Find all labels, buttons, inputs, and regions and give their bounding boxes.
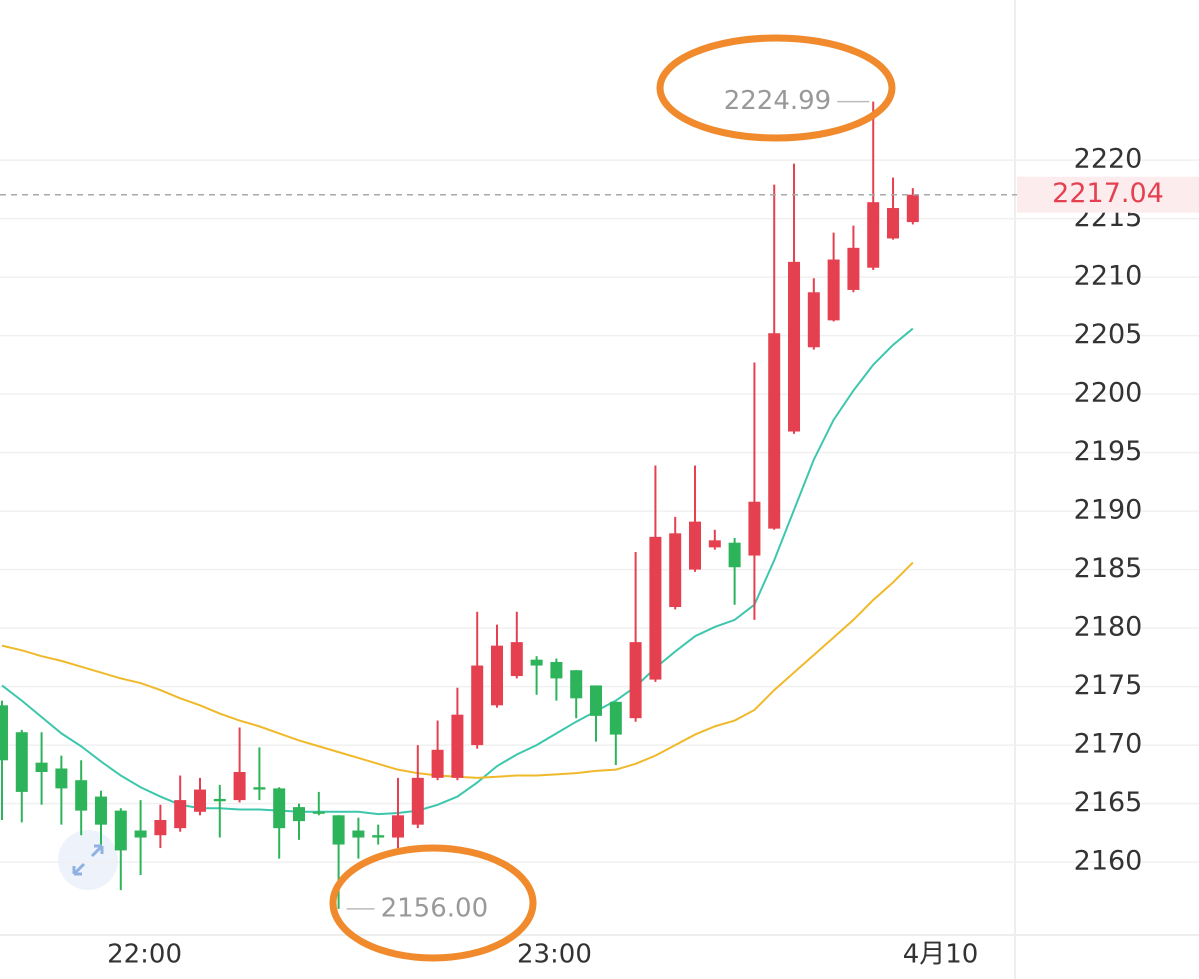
y-tick-label: 2205 (1074, 319, 1143, 350)
y-tick-label: 2180 (1074, 612, 1143, 643)
y-tick-label: 2160 (1074, 846, 1143, 877)
candle-body (451, 714, 464, 778)
candle-body (669, 533, 682, 608)
y-tick-label: 2185 (1074, 553, 1143, 584)
x-tick-label: 4月10 (903, 940, 979, 970)
candle-body (887, 208, 900, 239)
candle-body (392, 815, 405, 838)
candle-body (332, 815, 345, 845)
candle-body (174, 800, 187, 829)
candle-body (0, 705, 8, 761)
moving-average-line (1, 327, 914, 816)
candle-body (491, 645, 504, 706)
low-label: 2156.00 (381, 893, 489, 923)
candle-body (689, 521, 702, 570)
candle-body (94, 796, 107, 825)
candle-body (847, 247, 860, 290)
candle-body (134, 830, 147, 838)
candle-body (154, 819, 167, 836)
candle-body (273, 788, 286, 829)
candle-body (807, 292, 820, 348)
candle-body (728, 542, 741, 568)
candle-body (35, 762, 48, 773)
candle-body (768, 333, 781, 529)
candle-body (570, 670, 583, 699)
y-tick-label: 2165 (1074, 787, 1143, 818)
candle-body (193, 789, 206, 812)
candle-body (867, 202, 880, 268)
y-tick-label: 2220 (1074, 144, 1143, 175)
y-tick-label: 2210 (1074, 261, 1143, 292)
expand-icon (58, 830, 118, 890)
candle-body (550, 662, 563, 679)
candle-body (748, 501, 761, 556)
candle-body (233, 772, 246, 801)
candle-body (312, 811, 325, 814)
candle-body (590, 685, 603, 716)
candle-body (292, 807, 305, 822)
candle-body (431, 749, 444, 778)
candle-body (253, 787, 266, 790)
candle-body (708, 540, 721, 548)
candle-body (15, 732, 28, 792)
highlight-circle (329, 844, 537, 962)
candle-body (906, 194, 919, 223)
x-tick-label: 23:00 (517, 940, 592, 970)
candle-body (372, 835, 385, 838)
x-tick-label: 22:00 (107, 940, 182, 970)
candle-body (629, 642, 642, 719)
candle-body (213, 798, 226, 802)
y-tick-label: 2200 (1074, 378, 1143, 409)
candle-body (609, 701, 622, 735)
y-tick-label: 2190 (1074, 495, 1143, 526)
last-price-box (1017, 176, 1199, 213)
candle-body (352, 830, 365, 838)
y-tick-label: 2195 (1074, 436, 1143, 467)
candle-body (55, 768, 68, 789)
candle-body (411, 777, 424, 825)
high-label: 2224.99 (724, 86, 832, 116)
candle-body (510, 642, 523, 677)
candle-body (114, 810, 127, 851)
last-price-label: 2217.04 (1052, 178, 1164, 209)
plot-area: 2160 2165 2170 2175 2180 2185 2190 2195 2200 2205… (0, 86, 1199, 970)
candle-body (827, 259, 840, 321)
candle-body (530, 659, 543, 666)
candle-body (788, 261, 801, 432)
y-tick-label: 2170 (1074, 729, 1143, 760)
y-tick-label: 2175 (1074, 670, 1143, 701)
candle-body (75, 780, 88, 811)
candle-body (649, 536, 662, 680)
candle-body (471, 665, 484, 746)
highlight-circle (656, 34, 896, 142)
